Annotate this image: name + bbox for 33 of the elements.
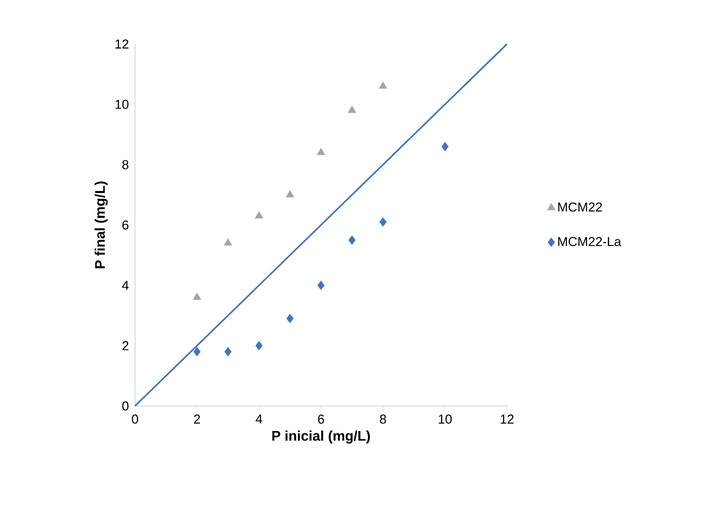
y-tick-label: 2 — [122, 341, 128, 350]
x-tick-label: 4 — [256, 414, 262, 424]
x-tick-label: 0 — [132, 414, 138, 424]
y-axis-title: P final (mg/L) — [94, 182, 108, 268]
point — [193, 347, 201, 356]
y-tick-label: 10 — [116, 100, 128, 109]
x-tick-label: 6 — [318, 414, 324, 424]
y-tick-label: 4 — [122, 280, 129, 290]
legend-label: MCM22-La — [558, 236, 622, 246]
legend-label: MCM22 — [558, 202, 602, 212]
point — [224, 347, 232, 356]
x-tick-label: 12 — [500, 414, 514, 424]
point — [224, 238, 232, 246]
y-tick-label: 0 — [122, 401, 128, 411]
point — [348, 106, 356, 113]
point — [379, 217, 387, 227]
x-tick-label: 8 — [380, 414, 386, 424]
x-axis-title: P inicial (mg/L) — [272, 430, 370, 444]
point — [378, 82, 388, 89]
point — [348, 235, 356, 245]
point — [286, 314, 294, 324]
x-tick-label: 2 — [194, 414, 200, 424]
y-tick-label: 12 — [116, 39, 128, 49]
y-tick-label: 8 — [122, 160, 128, 170]
point — [286, 190, 294, 198]
point — [255, 340, 263, 350]
point — [192, 292, 202, 300]
point — [317, 280, 325, 290]
point — [441, 142, 449, 152]
x-tick-label: 10 — [438, 414, 452, 424]
point — [316, 148, 326, 156]
point — [254, 211, 264, 218]
y-tick-label: 6 — [122, 220, 128, 230]
